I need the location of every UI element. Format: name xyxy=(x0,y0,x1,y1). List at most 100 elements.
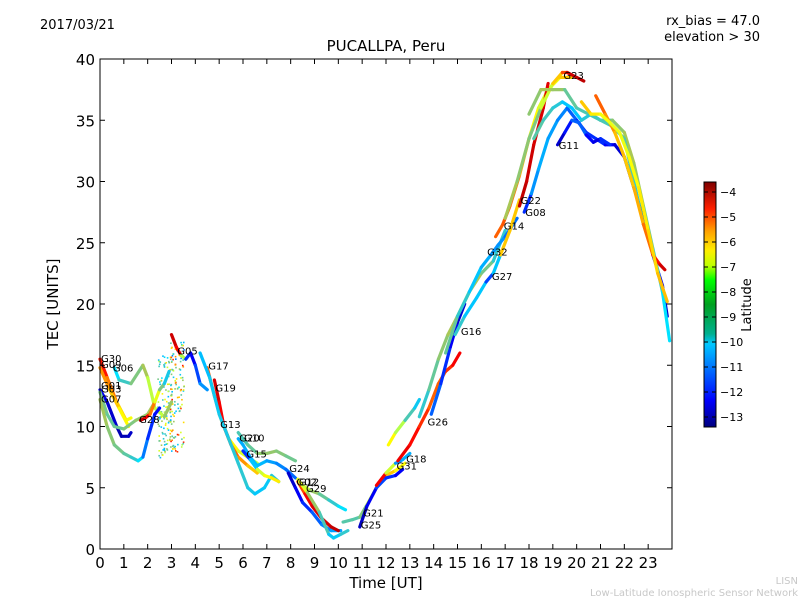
scatter-point xyxy=(160,416,162,419)
scatter-point xyxy=(169,419,172,421)
satellite-label: G26 xyxy=(428,418,448,429)
series-segment xyxy=(632,186,646,226)
scatter-point xyxy=(163,449,166,451)
series-segment xyxy=(386,431,398,447)
scatter-point xyxy=(171,430,173,433)
y-tick-label: 35 xyxy=(76,112,95,130)
scatter-point xyxy=(162,432,164,435)
scatter-point xyxy=(177,403,179,405)
series-segment xyxy=(358,504,369,529)
scatter-point xyxy=(158,454,160,457)
scatter-point xyxy=(170,347,173,350)
x-tick-label: 6 xyxy=(238,554,248,572)
scatter-point xyxy=(166,366,169,369)
series-segment xyxy=(327,498,340,508)
series-segment xyxy=(555,130,567,147)
scatter-point xyxy=(162,355,164,357)
scatter-point xyxy=(177,407,180,410)
scatter-point xyxy=(169,436,172,438)
satellite-label: G30 xyxy=(101,354,121,365)
series-segment xyxy=(594,94,607,116)
series-segment xyxy=(417,388,431,419)
scatter-point xyxy=(179,373,182,376)
series-segment xyxy=(174,345,183,358)
series-segment xyxy=(484,271,495,284)
x-tick-label: 18 xyxy=(519,554,538,572)
scatter-point xyxy=(163,366,166,368)
x-tick-label: 14 xyxy=(424,554,443,572)
scatter-point xyxy=(176,388,179,390)
series-segment xyxy=(162,369,171,386)
scatter-point xyxy=(182,379,184,382)
scatter-point xyxy=(172,444,175,447)
x-tick-label: 22 xyxy=(615,554,634,572)
scatter-point xyxy=(179,389,182,392)
scatter-point xyxy=(181,403,183,406)
series-g15 xyxy=(241,449,281,484)
scatter-point xyxy=(164,424,167,426)
series-segment xyxy=(515,137,531,184)
series-segment xyxy=(384,473,398,480)
series-g25 xyxy=(358,467,405,529)
series-segment xyxy=(339,529,350,536)
scatter-point xyxy=(172,369,175,372)
series-segment xyxy=(212,378,221,404)
series-segment xyxy=(443,314,460,355)
series-segment xyxy=(517,179,529,208)
scatter-point xyxy=(161,420,163,423)
scatter-point xyxy=(174,355,177,358)
series-segment xyxy=(563,88,579,110)
scatter-point xyxy=(170,423,173,425)
scatter-point xyxy=(165,406,167,408)
scatter-point xyxy=(174,448,177,450)
x-tick-label: 13 xyxy=(400,554,419,572)
series-segment xyxy=(122,418,138,431)
scatter-point xyxy=(158,360,160,363)
series-segment xyxy=(236,431,250,447)
colorbar-tick-label: −10 xyxy=(720,336,743,349)
series-g28b xyxy=(594,94,667,272)
series-segment xyxy=(565,106,579,122)
colorbar-tick-label: −6 xyxy=(720,236,736,249)
y-tick-label: 0 xyxy=(85,541,95,559)
series-segment xyxy=(98,366,112,392)
y-tick-label: 25 xyxy=(76,235,95,253)
scatter-point xyxy=(166,439,169,442)
scatter-point xyxy=(167,402,170,404)
series-segment xyxy=(598,112,612,125)
satellite-label: G10 xyxy=(244,434,264,445)
scatter-point xyxy=(175,410,177,413)
series-segment xyxy=(265,449,278,456)
scatter-point xyxy=(173,437,176,439)
series-g23 xyxy=(503,70,586,220)
series-segment xyxy=(148,400,157,416)
series-segment xyxy=(622,130,636,165)
satellite-label: G27 xyxy=(492,272,512,283)
scatter-point xyxy=(170,383,173,386)
scatter-point xyxy=(165,389,167,391)
satellite-label: G21 xyxy=(363,508,383,519)
y-tick-label: 20 xyxy=(76,296,95,314)
scatter-point xyxy=(182,359,184,361)
series-segment xyxy=(401,451,412,462)
series-segment xyxy=(296,480,307,496)
series-segment xyxy=(284,454,298,463)
scatter-point xyxy=(161,454,164,456)
series-segment xyxy=(105,424,116,447)
scatter-point xyxy=(171,388,173,391)
scatter-point xyxy=(180,377,182,379)
satellite-label: G03 xyxy=(101,385,121,396)
series-segment xyxy=(246,464,259,475)
chart-title: PUCALLPA, Peru xyxy=(326,37,446,55)
x-axis-label: Time [UT] xyxy=(349,574,423,592)
series-segment xyxy=(305,491,321,514)
satellite-label: G19 xyxy=(215,383,235,394)
scatter-point xyxy=(160,380,163,382)
series-segment xyxy=(188,351,197,367)
series-segment xyxy=(105,412,116,429)
scatter-point xyxy=(170,450,173,452)
elevation-label: elevation > 30 xyxy=(664,30,760,45)
satellite-label: G13 xyxy=(220,420,240,431)
scatter-point xyxy=(166,449,169,451)
